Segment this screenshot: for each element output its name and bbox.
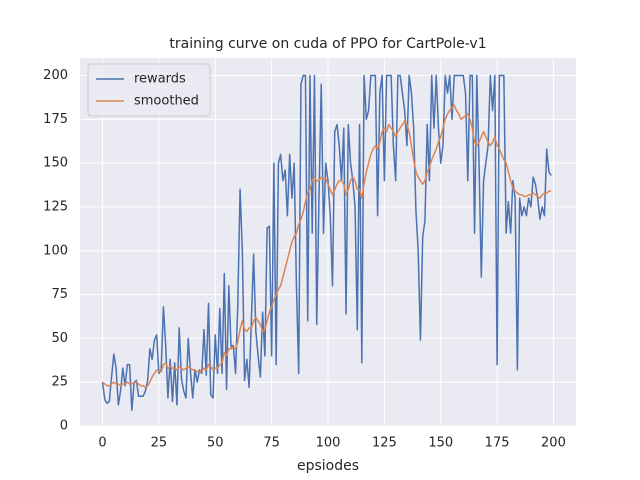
x-tick-label: 0 bbox=[98, 436, 106, 451]
legend-label: rewards bbox=[134, 72, 186, 87]
y-tick-label: 75 bbox=[51, 287, 68, 302]
x-tick-label: 50 bbox=[207, 436, 224, 451]
y-tick-label: 100 bbox=[43, 243, 68, 258]
x-tick-label: 200 bbox=[541, 436, 566, 451]
x-tick-label: 125 bbox=[372, 436, 397, 451]
legend-box bbox=[87, 63, 211, 117]
y-tick-label: 175 bbox=[43, 112, 68, 127]
series-line bbox=[102, 104, 552, 389]
y-tick-label: 25 bbox=[51, 375, 68, 390]
x-tick-label: 175 bbox=[485, 436, 510, 451]
y-tick-label: 200 bbox=[43, 68, 68, 83]
legend-label: smoothed bbox=[134, 94, 199, 109]
y-tick-label: 150 bbox=[43, 156, 68, 171]
x-tick-label: 25 bbox=[151, 436, 168, 451]
y-tick-label: 0 bbox=[60, 419, 68, 434]
x-tick-label: 100 bbox=[316, 436, 341, 451]
y-tick-label: 50 bbox=[51, 331, 68, 346]
y-tick-label: 125 bbox=[43, 199, 68, 214]
series-line bbox=[101, 74, 552, 411]
chart-title: training curve on cuda of PPO for CartPo… bbox=[169, 36, 486, 52]
x-tick-label: 150 bbox=[428, 436, 453, 451]
x-axis-label: epsiodes bbox=[297, 458, 359, 474]
x-tick-label: 75 bbox=[263, 436, 280, 451]
